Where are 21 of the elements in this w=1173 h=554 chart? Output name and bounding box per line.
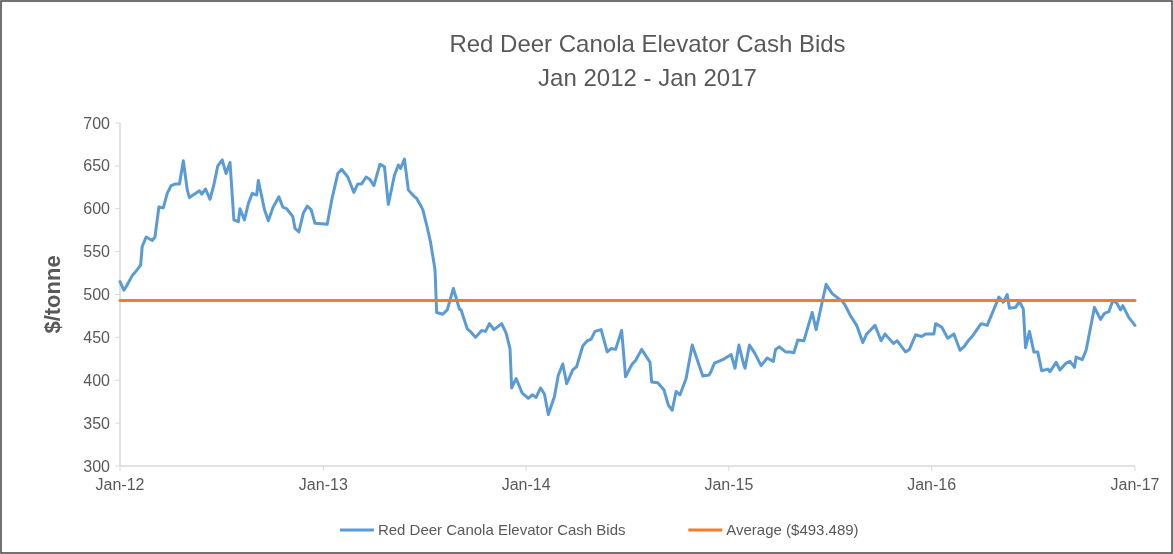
legend-label: Average ($493.489) (726, 521, 859, 539)
y-tick-label: 450 (83, 328, 111, 346)
y-axis-title: $/tonne (40, 255, 65, 334)
x-tick-label: Jan-15 (704, 476, 754, 493)
line-series (118, 157, 1137, 417)
y-tick-label: 550 (83, 243, 111, 261)
x-tick-label: Jan-14 (501, 476, 551, 493)
y-tick-label: 600 (83, 200, 111, 218)
y-tick-label: 300 (83, 457, 111, 475)
y-tick-label: 650 (83, 157, 111, 175)
x-tick-label: Jan-16 (907, 476, 957, 493)
y-tick-label: 700 (83, 114, 111, 132)
x-tick-label: Jan-13 (298, 476, 348, 493)
x-tick-label: Jan-12 (95, 476, 145, 493)
legend-label: Red Deer Canola Elevator Cash Bids (377, 521, 626, 539)
y-tick-label: 400 (83, 371, 111, 389)
x-tick-label: Jan-17 (1110, 476, 1160, 493)
y-tick-label: 500 (83, 286, 111, 304)
chart-subtitle: Jan 2012 - Jan 2017 (538, 64, 757, 91)
y-tick-label: 350 (83, 414, 111, 432)
chart-title: Red Deer Canola Elevator Cash Bids (449, 30, 846, 57)
